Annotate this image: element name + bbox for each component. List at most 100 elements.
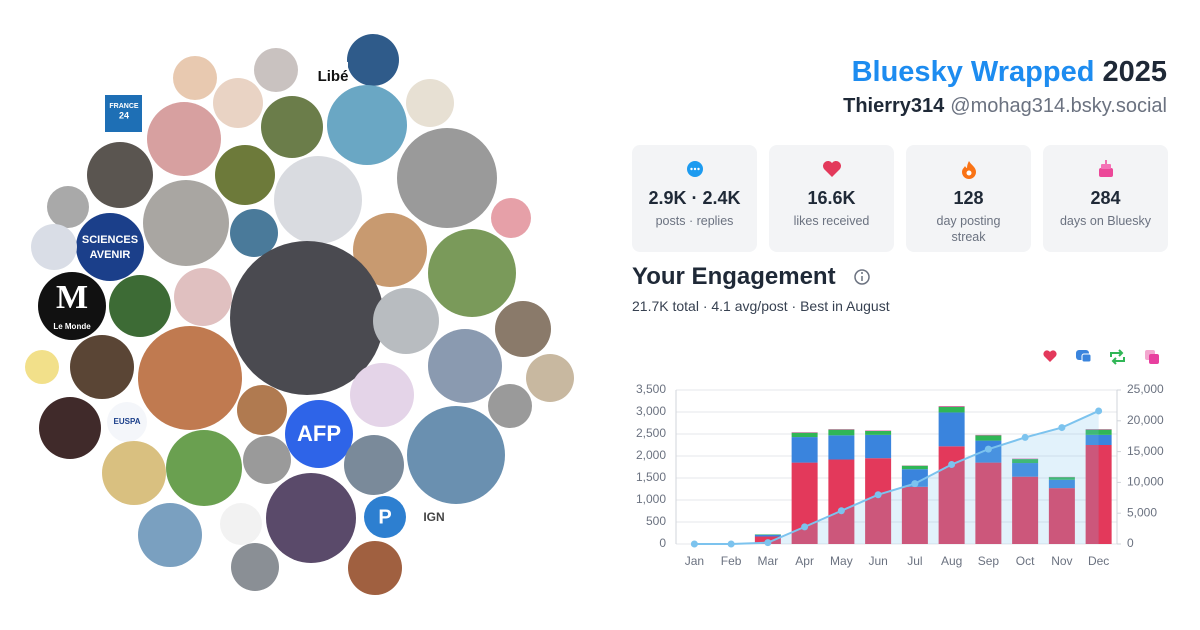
avatar[interactable] <box>47 186 89 228</box>
avatar[interactable] <box>261 96 323 158</box>
avatar-logo: SCIENCES <box>82 234 138 246</box>
y2-tick-label: 5,000 <box>1127 505 1157 519</box>
avatar[interactable] <box>364 496 406 538</box>
y-tick-label: 500 <box>646 514 666 528</box>
info-icon[interactable] <box>854 269 870 285</box>
avatar-logo: P <box>378 506 391 528</box>
bar-segment <box>1048 488 1075 544</box>
avatar[interactable] <box>138 326 242 430</box>
stat-label: day posting streak <box>936 214 1001 244</box>
avatar[interactable] <box>107 402 147 442</box>
legend-repost[interactable] <box>1110 349 1125 365</box>
avatar[interactable] <box>213 78 263 128</box>
year: 2025 <box>1102 56 1167 88</box>
avatar[interactable] <box>38 272 106 340</box>
stat-card: 128 day posting streak <box>906 145 1031 252</box>
avatar-logo: AFP <box>297 421 341 446</box>
avatar[interactable] <box>147 102 221 176</box>
avatar[interactable] <box>414 502 454 542</box>
avatar[interactable] <box>407 406 505 504</box>
avatar-logo: EUSPA <box>114 417 141 426</box>
avatar-logo: AVENIR <box>90 249 131 261</box>
bar-segment <box>791 437 818 463</box>
x-tick-label: Jul <box>907 554 922 568</box>
avatar[interactable] <box>76 213 144 281</box>
bar-segment <box>865 430 892 435</box>
avatar[interactable] <box>220 503 262 545</box>
avatar[interactable] <box>230 241 384 395</box>
avatar[interactable] <box>488 384 532 428</box>
legend-quote[interactable] <box>1145 350 1159 364</box>
x-tick-label: Feb <box>721 554 742 568</box>
bar-segment <box>975 435 1002 441</box>
avatar[interactable] <box>174 268 232 326</box>
x-tick-label: Aug <box>941 554 962 568</box>
line-point <box>948 461 956 469</box>
avatar[interactable] <box>266 473 356 563</box>
avatar[interactable] <box>350 363 414 427</box>
bar-segment <box>1085 434 1112 445</box>
line-point <box>1058 424 1066 432</box>
bar-segment <box>1012 476 1039 544</box>
avatar[interactable] <box>353 213 427 287</box>
avatar[interactable] <box>237 385 287 435</box>
line-point <box>1095 407 1103 415</box>
avatar[interactable] <box>39 397 101 459</box>
stat-card: 284 days on Bluesky <box>1043 145 1168 252</box>
line-point <box>801 523 809 531</box>
avatar[interactable] <box>173 56 217 100</box>
avatar[interactable] <box>70 335 134 399</box>
avatar[interactable] <box>428 329 502 403</box>
avatar[interactable] <box>143 180 229 266</box>
avatar[interactable] <box>397 128 497 228</box>
bar-segment <box>975 462 1002 544</box>
avatar-logo: FRANCE <box>109 103 138 110</box>
y2-tick-label: 20,000 <box>1127 413 1164 427</box>
x-tick-label: Jan <box>685 554 704 568</box>
avatar[interactable] <box>495 301 551 357</box>
avatar[interactable] <box>109 275 171 337</box>
y-tick-label: 1,500 <box>636 470 666 484</box>
wrapped-title: Bluesky Wrapped 2025 <box>852 56 1167 89</box>
avatar[interactable] <box>347 34 399 86</box>
avatar[interactable] <box>243 436 291 484</box>
avatar[interactable] <box>138 503 202 567</box>
stat-card: 16.6K likes received <box>769 145 894 252</box>
legend-reply[interactable] <box>1076 350 1092 363</box>
avatar[interactable] <box>31 224 77 270</box>
avatar[interactable] <box>25 350 59 384</box>
display-name: Thierry314 <box>843 95 945 117</box>
avatar[interactable] <box>105 95 142 132</box>
avatar[interactable] <box>526 354 574 402</box>
avatar[interactable] <box>318 62 348 90</box>
bar-segment <box>828 459 855 544</box>
line-point <box>837 507 845 515</box>
avatar[interactable] <box>373 288 439 354</box>
avatar[interactable] <box>428 229 516 317</box>
legend-like[interactable] <box>1043 350 1057 362</box>
y2-tick-label: 15,000 <box>1127 444 1164 458</box>
avatar[interactable] <box>215 145 275 205</box>
avatar[interactable] <box>491 198 531 238</box>
avatar[interactable] <box>285 400 353 468</box>
avatar-logo: Libé <box>318 68 349 85</box>
avatar[interactable] <box>230 209 278 257</box>
avatar[interactable] <box>231 543 279 591</box>
bar-segment <box>791 432 818 438</box>
avatar[interactable] <box>406 79 454 127</box>
avatar[interactable] <box>87 142 153 208</box>
avatar[interactable] <box>348 541 402 595</box>
avatar[interactable] <box>344 435 404 495</box>
bar-segment <box>1048 479 1075 489</box>
avatar[interactable] <box>327 85 407 165</box>
avatar[interactable] <box>166 430 242 506</box>
avatar[interactable] <box>102 441 166 505</box>
avatar[interactable] <box>274 156 362 244</box>
stat-icon <box>961 161 976 179</box>
line-point <box>727 540 735 548</box>
bar-segment <box>828 429 855 436</box>
avatar[interactable] <box>254 48 298 92</box>
